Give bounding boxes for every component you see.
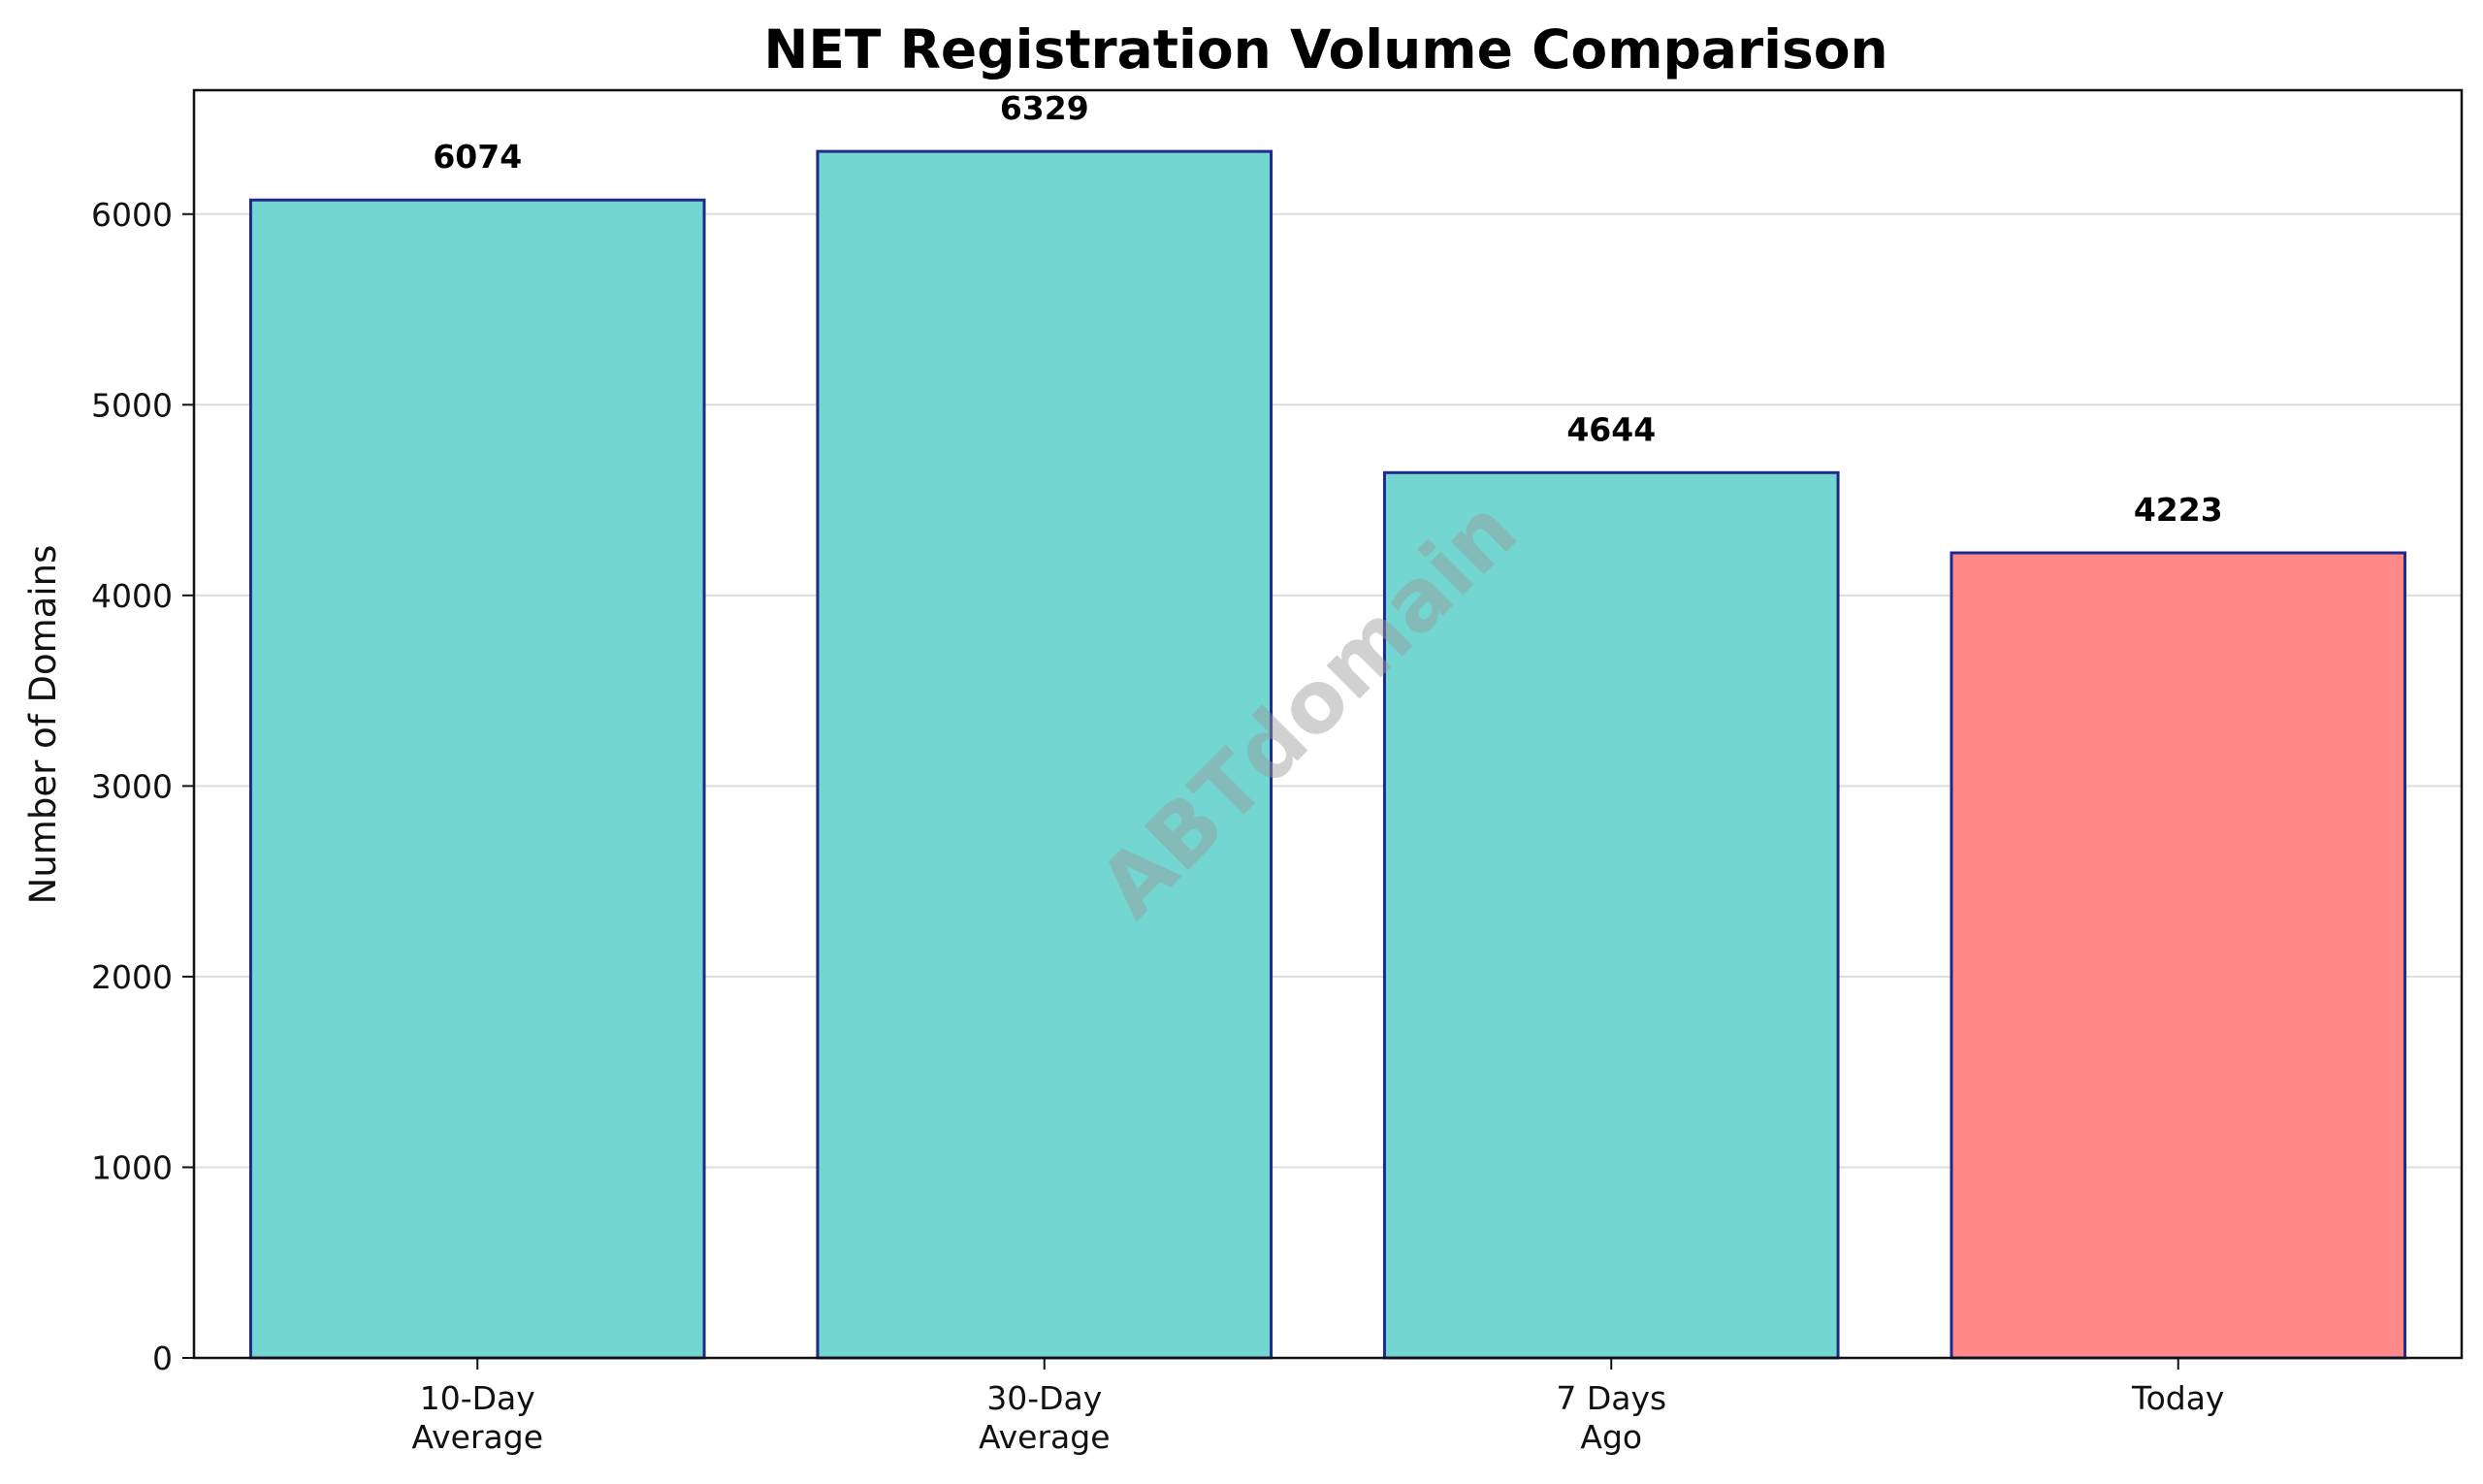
x-tick-label: 7 Days Ago: [1556, 1379, 1666, 1456]
data-labels: 6074 6329 4644 4223: [433, 89, 2222, 529]
y-tick-label: 5000: [91, 386, 173, 424]
x-tick-label: Today: [2131, 1379, 2224, 1417]
bar-value-label: 6074: [433, 138, 522, 176]
bar: [1382, 470, 1840, 1360]
y-tick-label: 0: [152, 1339, 173, 1377]
bar: [248, 198, 706, 1360]
bar: [816, 149, 1274, 1360]
y-axis-label: Number of Domains: [22, 545, 64, 905]
bars: [248, 149, 2407, 1360]
bar-value-label: 6329: [1000, 89, 1089, 127]
y-axis-ticks: 0 1000 2000 3000 4000 5000 6000: [91, 196, 194, 1377]
y-tick-label: 3000: [91, 767, 173, 805]
bar-value-label: 4644: [1566, 410, 1656, 448]
chart-title: NET Registration Volume Comparison: [763, 18, 1887, 81]
y-tick-label: 1000: [91, 1148, 173, 1186]
x-tick-label: 10-Day Average: [411, 1379, 543, 1456]
y-tick-label: 4000: [91, 577, 173, 615]
y-tick-label: 6000: [91, 196, 173, 234]
y-tick-label: 2000: [91, 958, 173, 996]
plot-frame: [192, 88, 2464, 1360]
bar: [1950, 551, 2407, 1360]
x-tick-label: 30-Day Average: [979, 1379, 1111, 1456]
x-axis-ticks: 10-Day Average 30-Day Average 7 Days Ago Today: [411, 1358, 2224, 1456]
bar-value-label: 4223: [2134, 491, 2223, 529]
